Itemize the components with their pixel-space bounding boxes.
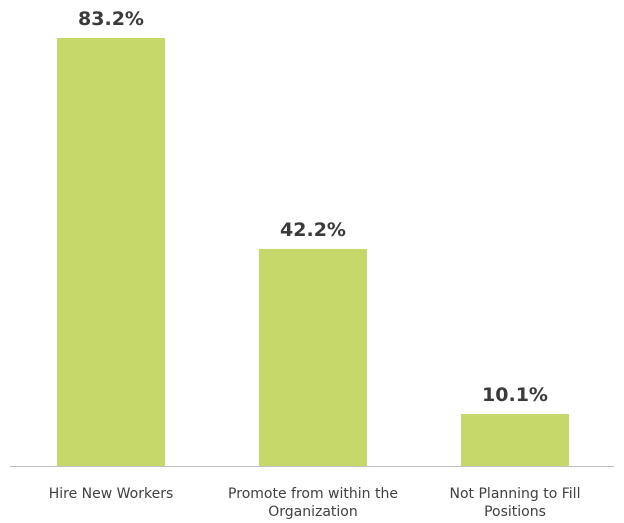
- bar-1: [259, 248, 367, 466]
- category-label-1-line-0: Promote from within the: [228, 486, 398, 502]
- category-label-2-line-1: Positions: [484, 504, 546, 520]
- category-label-0-line-0: Hire New Workers: [49, 486, 174, 502]
- category-label-0: Hire New Workers: [49, 486, 174, 502]
- category-label-1-line-1: Organization: [268, 504, 358, 520]
- data-label-0: 83.2%: [78, 8, 144, 30]
- bar-2: [461, 414, 569, 466]
- data-label-2: 10.1%: [482, 384, 548, 406]
- category-label-2-line-0: Not Planning to Fill: [450, 486, 581, 502]
- labels-group: 83.2% Hire New Workers 42.2% Promote from w…: [49, 8, 581, 520]
- data-label-1: 42.2%: [280, 219, 346, 241]
- category-label-1: Promote from within the Organization: [228, 486, 398, 520]
- category-label-2: Not Planning to Fill Positions: [450, 486, 581, 520]
- bar-0: [57, 38, 165, 466]
- bars-group: [57, 38, 569, 466]
